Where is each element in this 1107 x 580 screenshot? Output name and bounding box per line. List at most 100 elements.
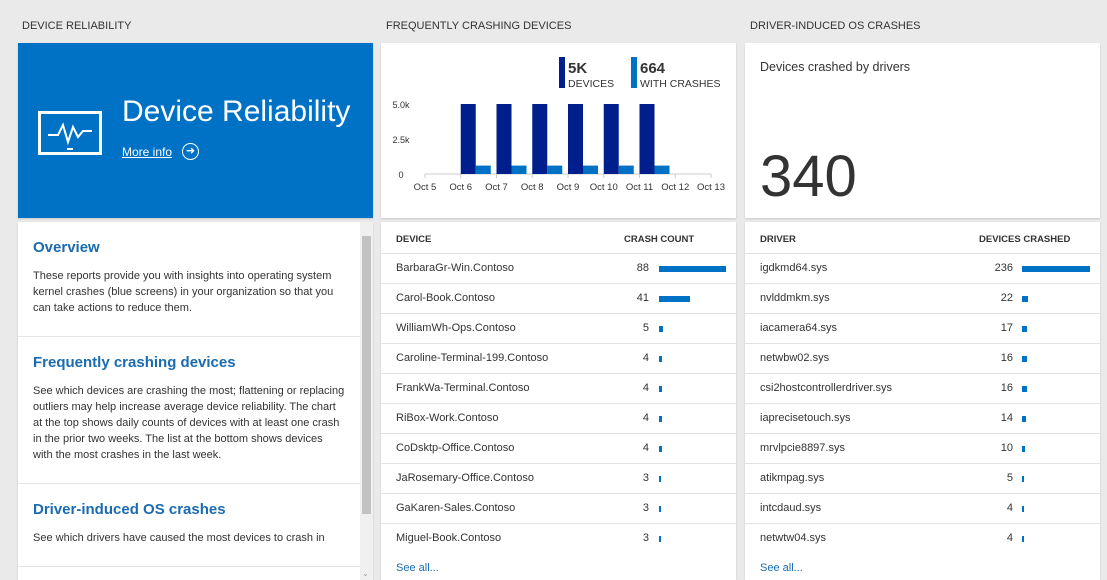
row-count: 4 [642,412,649,424]
bar-with-crashes [547,165,563,174]
row-bar [1022,446,1025,452]
row-name: igdkmd64.sys [760,262,828,274]
bar-devices [639,104,655,174]
table-row[interactable]: GaKaren-Sales.Contoso 3 [381,493,736,523]
row-count: 16 [1000,382,1013,394]
table-row[interactable]: BarbaraGr-Win.Contoso 88 [381,253,736,283]
row-name: CoDsktp-Office.Contoso [396,442,515,454]
section-title-frequent-crashes: FREQUENTLY CRASHING DEVICES [386,20,572,32]
bar-devices [496,104,512,174]
row-count: 22 [1000,292,1013,304]
drivers-table: DRIVER DEVICES CRASHED igdkmd64.sys 236 nv… [745,222,1100,580]
x-tick-label: Oct 12 [661,182,689,193]
row-name: Miguel-Book.Contoso [396,532,502,544]
x-tick-label: Oct 11 [626,182,653,193]
legend-swatch [631,57,637,88]
hero-title: Device Reliability [122,95,351,128]
table-row[interactable]: csi2hostcontrollerdriver.sys 16 [745,373,1100,403]
row-count: 88 [636,262,649,274]
row-count: 5 [1006,472,1013,484]
bar-devices [532,104,548,174]
row-bar [659,296,691,302]
row-count: 10 [1000,442,1013,454]
bar-with-crashes [511,165,527,174]
row-count: 17 [1000,322,1013,334]
y-tick-label: 0 [398,170,403,180]
table-row[interactable]: WilliamWh-Ops.Contoso 5 [381,313,736,343]
bar-with-crashes [583,165,598,174]
row-bar [659,386,663,392]
row-count: 4 [642,442,649,454]
legend-value: 5K [568,60,587,77]
table-row[interactable]: atikmpag.sys 5 [745,463,1100,493]
bar-with-crashes [475,165,491,174]
x-tick-label: Oct 8 [521,182,544,193]
table-row[interactable]: netwtw04.sys 4 [745,523,1100,553]
col-header-device: DEVICE [396,234,432,245]
x-tick-label: Oct 6 [449,182,472,193]
overview-heading: Overview [33,239,100,256]
scrollbar[interactable]: ⌄ [360,222,373,580]
x-tick-label: Oct 10 [590,182,618,193]
row-name: iaprecisetouch.sys [760,412,851,424]
overview-panel: Overview These reports provide you with i… [18,222,373,580]
table-row[interactable]: iaprecisetouch.sys 14 [745,403,1100,433]
table-row[interactable]: FrankWa-Terminal.Contoso 4 [381,373,736,403]
row-bar [659,476,662,482]
scrollbar-thumb[interactable] [362,236,371,514]
row-count: 4 [1006,502,1013,514]
overview-text: These reports provide you with insights … [33,270,334,314]
table-row[interactable]: JaRosemary-Office.Contoso 3 [381,463,736,493]
row-name: nvlddmkm.sys [760,292,830,304]
row-count: 236 [994,262,1013,274]
row-bar [659,266,726,272]
bar-devices [460,104,476,174]
arrow-right-circle-icon[interactable]: ➜ [182,143,199,160]
overview-section: Overview These reports provide you with i… [18,222,360,337]
legend-label: DEVICES [568,78,614,90]
row-name: RiBox-Work.Contoso [396,412,499,424]
row-name: WilliamWh-Ops.Contoso [396,322,516,334]
driver-count-caption: Devices crashed by drivers [760,60,911,74]
table-row[interactable]: RiBox-Work.Contoso 4 [381,403,736,433]
crash-chart: Oct 5 Oct 6 Oct 7 Oct 8 Oct 9 Oct 10 Oct 11 Oct… [392,57,725,193]
table-row[interactable]: nvlddmkm.sys 22 [745,283,1100,313]
row-name: iacamera64.sys [760,322,838,334]
row-bar [1022,476,1024,482]
table-row[interactable]: igdkmd64.sys 236 [745,253,1100,283]
table-row[interactable]: Miguel-Book.Contoso 3 [381,523,736,553]
col-header-devices-crashed: DEVICES CRASHED [979,234,1071,245]
x-tick-label: Oct 5 [414,182,437,193]
row-count: 41 [636,292,649,304]
row-name: atikmpag.sys [760,472,825,484]
row-count: 4 [642,352,649,364]
row-bar [1022,356,1027,362]
row-count: 16 [1000,352,1013,364]
see-all-devices-link[interactable]: See all... [396,562,439,574]
row-bar [1022,326,1027,332]
table-row[interactable]: intcdaud.sys 4 [745,493,1100,523]
row-bar [659,506,662,512]
row-count: 3 [642,532,649,544]
table-row[interactable]: Caroline-Terminal-199.Contoso 4 [381,343,736,373]
row-name: netwtw04.sys [760,532,827,544]
table-row[interactable]: Carol-Book.Contoso 41 [381,283,736,313]
row-bar [1022,296,1029,302]
row-name: mrvlpcie8897.sys [760,442,845,454]
overview-heading: Driver-induced OS crashes [33,501,226,518]
bar-with-crashes [618,165,634,174]
row-name: intcdaud.sys [760,502,822,514]
row-bar [659,446,663,452]
overview-text: See which devices are crashing the most;… [33,385,345,461]
hero-tile: Device Reliability More info ➜ [18,43,373,218]
see-all-drivers-link[interactable]: See all... [760,562,803,574]
table-row[interactable]: iacamera64.sys 17 [745,313,1100,343]
table-row[interactable]: netwbw02.sys 16 [745,343,1100,373]
row-bar [659,326,663,332]
scroll-down-icon[interactable]: ⌄ [362,569,369,578]
more-info-link[interactable]: More info [122,145,173,159]
row-count: 5 [642,322,649,334]
table-row[interactable]: mrvlpcie8897.sys 10 [745,433,1100,463]
table-row[interactable]: CoDsktp-Office.Contoso 4 [381,433,736,463]
row-bar [1022,266,1090,272]
